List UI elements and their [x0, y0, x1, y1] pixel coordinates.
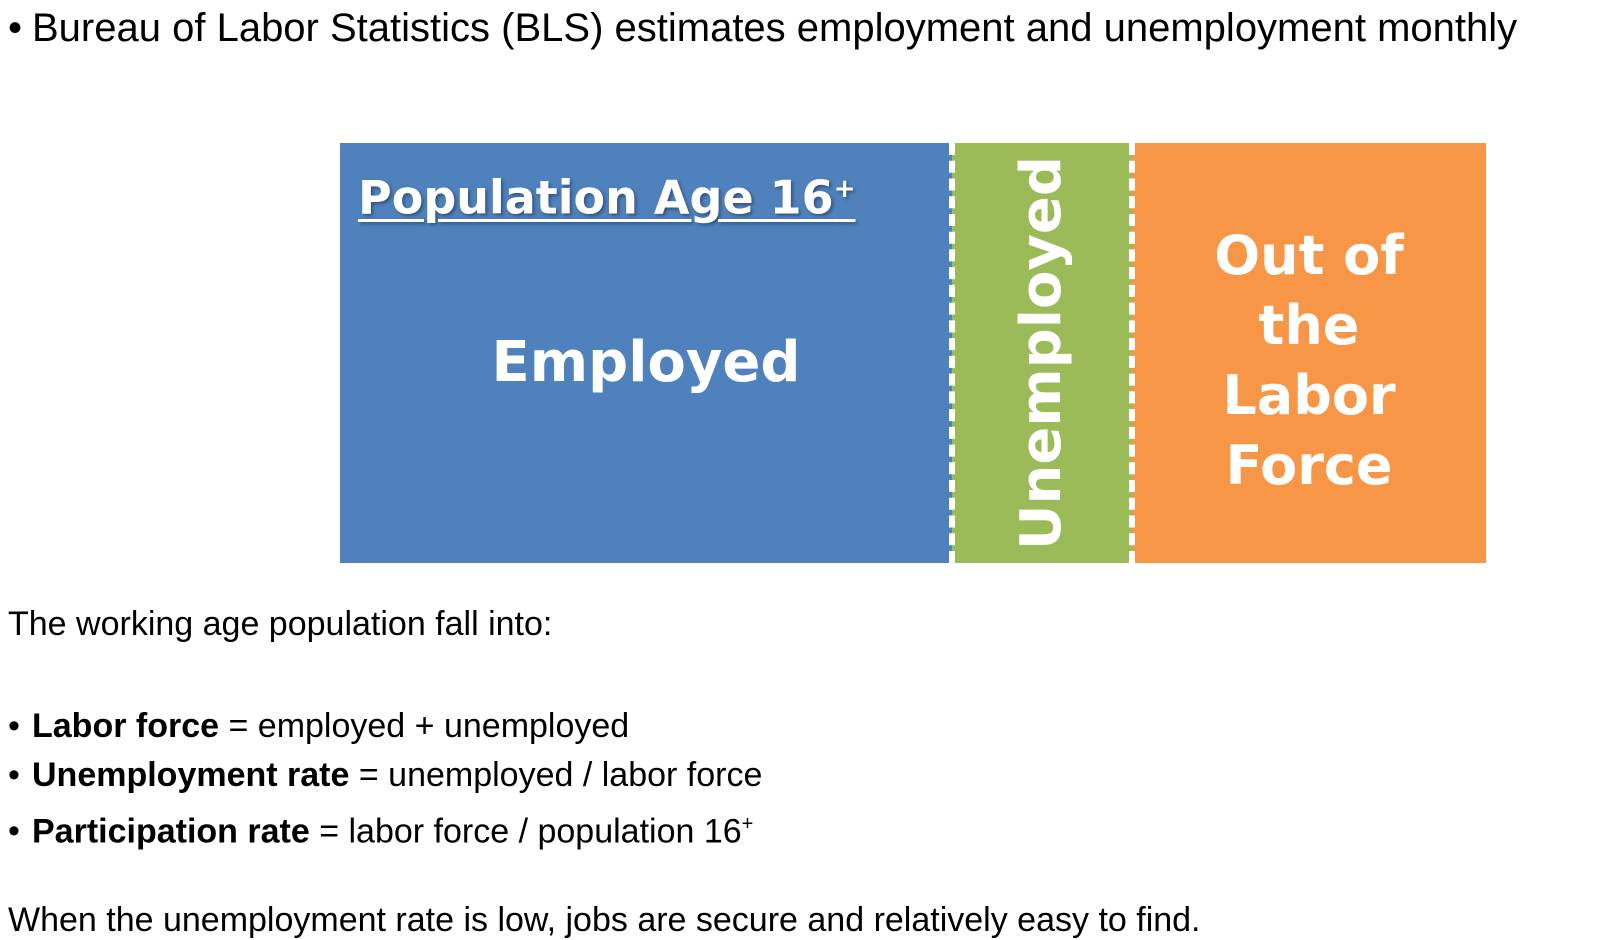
- out-label-line: Force: [1225, 434, 1393, 497]
- employed-block: Population Age 16+ Employed: [340, 143, 952, 563]
- definition-term: Participation rate: [32, 812, 310, 851]
- definition-term: Unemployment rate: [32, 756, 350, 794]
- definition-formula: = unemployed / labor force: [349, 756, 763, 794]
- bullet-marker: •: [8, 707, 20, 745]
- labor-force-diagram: Population Age 16+ Employed Unemployed O…: [340, 143, 1486, 563]
- population-title-text: Population Age 16: [358, 170, 834, 225]
- population-title-superscript: +: [833, 174, 856, 204]
- definition-item: • Unemployment rate = unemployed / labor …: [8, 751, 762, 800]
- dashed-divider: [1129, 143, 1135, 563]
- definition-item: • Labor force = employed + unemployed: [8, 702, 762, 751]
- definition-term: Labor force: [32, 707, 220, 745]
- definition-superscript: +: [741, 813, 754, 835]
- closing-text: When the unemployment rate is low, jobs …: [8, 901, 1201, 939]
- out-label-line: Labor: [1222, 364, 1396, 427]
- definition-formula: = labor force / population 16: [309, 812, 742, 851]
- top-bullet-text: Bureau of Labor Statistics (BLS) estimat…: [32, 6, 1518, 50]
- out-label-line: Out of: [1214, 224, 1404, 287]
- out-of-labor-force-block: Out of the Labor Force: [1132, 143, 1486, 563]
- bullet-marker: •: [8, 6, 23, 50]
- employed-label: Employed: [491, 330, 801, 395]
- unemployed-block: Unemployed: [952, 143, 1132, 563]
- out-of-labor-force-label: Out of the Labor Force: [1132, 221, 1486, 501]
- dashed-divider: [949, 143, 955, 563]
- bullet-marker: •: [8, 756, 20, 794]
- top-bullet: • Bureau of Labor Statistics (BLS) estima…: [8, 4, 1517, 52]
- unemployed-label: Unemployed: [1009, 156, 1074, 550]
- definition-formula: = employed + unemployed: [219, 707, 630, 745]
- bullet-marker: •: [8, 812, 20, 851]
- definition-item: • Participation rate = labor force / popu…: [8, 800, 762, 856]
- definitions-list: • Labor force = employed + unemployed • Un…: [8, 702, 762, 856]
- intro-text: The working age population fall into:: [8, 605, 553, 643]
- out-label-line: the: [1258, 294, 1360, 357]
- population-title: Population Age 16+: [358, 161, 855, 225]
